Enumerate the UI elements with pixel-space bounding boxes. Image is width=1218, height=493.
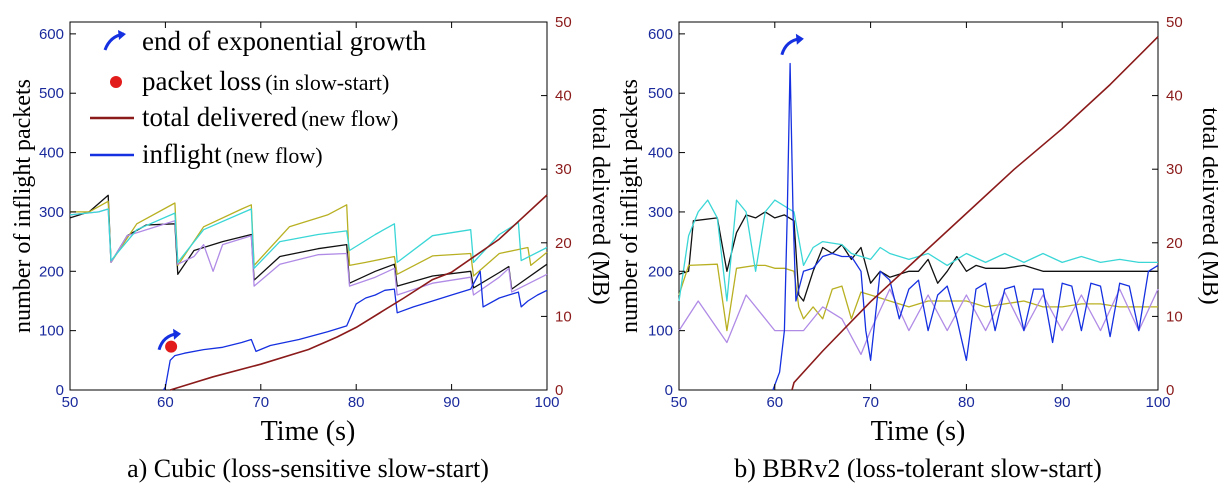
exp-growth-end-arrow [780, 33, 804, 56]
x-tick-label: 100 [1145, 394, 1170, 411]
y-tick-label-left: 300 [39, 204, 64, 221]
series-layer [678, 36, 1159, 391]
series-line-3 [678, 199, 1158, 302]
plot-frame [69, 21, 548, 391]
series-line-4 [772, 62, 1159, 391]
legend-entry-inflight: inflight (new flow) [142, 139, 323, 169]
y-tick-label-right: 50 [555, 14, 572, 31]
legend-label-exp-growth: end of exponential growth [142, 26, 427, 56]
panel-caption: a) Cubic (loss-sensitive slow-start) [127, 454, 489, 483]
x-tick-label: 80 [958, 394, 975, 411]
y-tick-label-left: 500 [39, 85, 64, 102]
series-line-5 [169, 194, 548, 391]
left-axis-ticks: 0 100 200 300 400 500 600 [648, 26, 685, 399]
y-axis-label-left: number of inflight packets [617, 79, 643, 333]
series-line-4 [162, 270, 548, 391]
packet-loss-marker [165, 340, 178, 353]
legend-arrowhead-icon [118, 30, 126, 40]
y-tick-label-right: 0 [1166, 382, 1174, 399]
legend-label-inflight: inflight [142, 139, 222, 169]
y-axis-label-right: total delivered (MB) [1197, 107, 1218, 304]
y-tick-label-left: 600 [39, 26, 64, 43]
series-line-3 [69, 208, 548, 269]
arrow-head [173, 328, 182, 340]
y-tick-label-left: 200 [648, 263, 673, 280]
y-tick-label-left: 0 [56, 382, 64, 399]
y-tick-label-right: 20 [1166, 235, 1183, 252]
series-line-0 [678, 211, 1158, 302]
y-axis-label-right: total delivered (MB) [587, 107, 613, 304]
x-axis-ticks: 50 60 70 80 90 100 [671, 22, 1171, 411]
plot-frame [678, 21, 1159, 391]
x-tick-label: 50 [62, 394, 79, 411]
y-tick-label-left: 100 [648, 323, 673, 340]
y-tick-label-right: 50 [1166, 14, 1183, 31]
x-tick-label: 70 [252, 394, 269, 411]
x-tick-label: 50 [671, 394, 688, 411]
y-tick-label-left: 400 [648, 145, 673, 162]
y-tick-label-right: 30 [1166, 161, 1183, 178]
legend-label-delivered: total delivered [142, 102, 298, 132]
legend-entry-loss: packet loss (in slow-start) [142, 66, 389, 96]
legend-qualifier-delivered: (new flow) [301, 106, 398, 131]
y-tick-label-right: 10 [1166, 308, 1183, 325]
series-line-1 [70, 200, 548, 277]
panel-caption: b) BBRv2 (loss-tolerant slow-start) [734, 454, 1102, 483]
series-line-5 [791, 36, 1159, 391]
x-tick-label: 70 [862, 394, 879, 411]
y-tick-label-right: 0 [555, 382, 563, 399]
legend-qualifier-loss: (in slow-start) [265, 70, 389, 95]
arrow-head [795, 33, 804, 45]
y-tick-label-left: 500 [648, 85, 673, 102]
x-axis-ticks: 50 60 70 80 90 100 [62, 22, 560, 411]
y-tick-label-left: 600 [648, 26, 673, 43]
x-axis-label: Time (s) [261, 416, 356, 447]
series-line-2 [678, 288, 1159, 356]
y-tick-label-right: 30 [555, 161, 572, 178]
x-tick-label: 80 [348, 394, 365, 411]
y-tick-label-right: 40 [1166, 88, 1183, 105]
x-tick-label: 60 [157, 394, 174, 411]
y-tick-label-left: 300 [648, 204, 673, 221]
y-tick-label-left: 0 [665, 382, 673, 399]
left-axis-ticks: 0 100 200 300 400 500 600 [39, 26, 76, 399]
y-tick-label-left: 100 [39, 323, 64, 340]
y-tick-label-right: 40 [555, 88, 572, 105]
series-line-1 [678, 263, 1158, 332]
x-axis-label: Time (s) [871, 416, 966, 447]
y-tick-label-right: 10 [555, 308, 572, 325]
exp-growth-end-arrow [157, 328, 182, 351]
x-tick-label: 90 [443, 394, 460, 411]
y-tick-label-left: 200 [39, 263, 64, 280]
legend: end of exponential growth packet loss (i… [90, 26, 427, 169]
x-tick-label: 90 [1054, 394, 1071, 411]
y-tick-label-left: 400 [39, 145, 64, 162]
x-tick-label: 100 [534, 394, 559, 411]
legend-entry-delivered: total delivered (new flow) [142, 102, 398, 132]
series-layer [69, 194, 548, 391]
x-tick-label: 60 [766, 394, 783, 411]
legend-label-loss: packet loss [142, 66, 261, 96]
right-axis-ticks: 0 10 20 30 40 50 [541, 14, 572, 399]
legend-dot-icon [110, 76, 122, 88]
y-tick-label-right: 20 [555, 235, 572, 252]
right-axis-ticks: 0 10 20 30 40 50 [1152, 14, 1183, 399]
y-axis-label-left: number of inflight packets [10, 79, 36, 333]
legend-qualifier-inflight: (new flow) [226, 143, 323, 168]
